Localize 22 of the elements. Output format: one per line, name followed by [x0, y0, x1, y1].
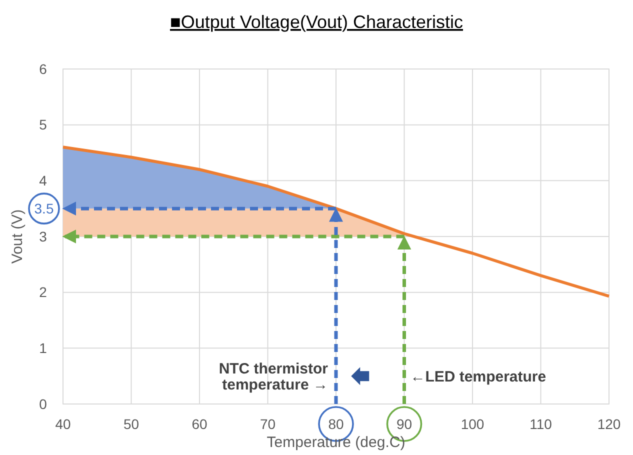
x-tick-label: 110	[530, 416, 552, 432]
y-tick-label: 6	[39, 60, 48, 77]
x-axis-title: Temperature (deg.C)	[266, 434, 406, 451]
x-tick-label: 60	[192, 416, 208, 432]
y-axis-title: Vout (V)	[9, 209, 26, 264]
x-tick-label: 120	[597, 416, 621, 432]
x-tick-label: 100	[460, 416, 484, 432]
chart-title: ■Output Voltage(Vout) Characteristic	[170, 12, 464, 32]
y-tick-label: 0	[39, 396, 48, 412]
y-tick-label: 2	[39, 284, 48, 300]
annotation: ←LED temperature	[410, 368, 546, 386]
x-tick-label: 90	[396, 416, 412, 432]
x-tick-label: 80	[328, 416, 344, 432]
annotation: NTC thermistor temperature →	[218, 360, 328, 394]
y-tick-label: 5	[39, 116, 48, 133]
x-tick-label: 70	[260, 416, 276, 432]
x-tick-label: 40	[55, 416, 71, 432]
y-tick-label: 4	[39, 172, 48, 189]
y-tick-label: 1	[39, 340, 48, 356]
y-tick-label: 3	[39, 228, 48, 244]
ref-line-label: 3.5	[34, 200, 54, 216]
x-tick-label: 50	[123, 416, 140, 432]
